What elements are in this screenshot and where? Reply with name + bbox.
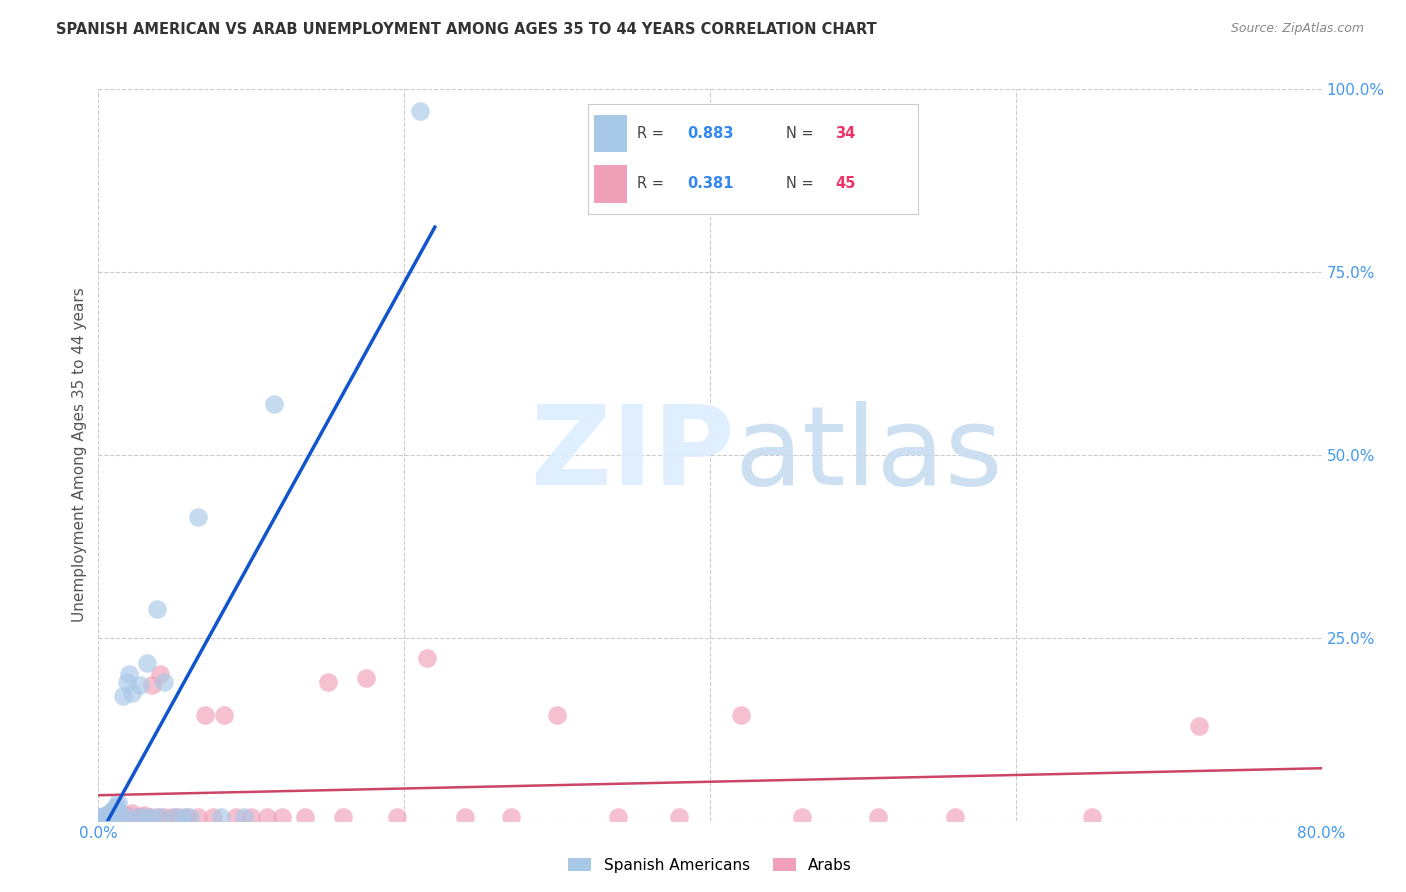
Text: atlas: atlas bbox=[734, 401, 1002, 508]
Point bbox=[103, 803, 125, 817]
Point bbox=[129, 810, 152, 824]
Point bbox=[145, 601, 167, 615]
Point bbox=[103, 807, 125, 822]
Point bbox=[149, 667, 172, 681]
Point bbox=[149, 810, 172, 824]
Point bbox=[501, 810, 523, 824]
Point bbox=[115, 810, 138, 824]
Point bbox=[546, 707, 568, 722]
Point bbox=[110, 810, 132, 824]
Point bbox=[202, 810, 225, 824]
Point bbox=[91, 809, 114, 823]
Point bbox=[240, 810, 263, 824]
Point bbox=[232, 810, 254, 824]
Point bbox=[138, 810, 160, 824]
Point bbox=[101, 810, 124, 824]
Point bbox=[141, 678, 163, 692]
Text: ZIP: ZIP bbox=[531, 401, 734, 508]
Point bbox=[263, 397, 285, 411]
Point bbox=[187, 810, 209, 824]
Point bbox=[270, 810, 292, 824]
Point bbox=[145, 810, 167, 824]
Point bbox=[943, 810, 966, 824]
Point bbox=[172, 810, 194, 824]
Legend: Spanish Americans, Arabs: Spanish Americans, Arabs bbox=[562, 852, 858, 879]
Point bbox=[209, 810, 232, 824]
Point bbox=[118, 810, 141, 824]
Point bbox=[454, 810, 477, 824]
Y-axis label: Unemployment Among Ages 35 to 44 years: Unemployment Among Ages 35 to 44 years bbox=[72, 287, 87, 623]
Point bbox=[730, 707, 752, 722]
Point bbox=[94, 810, 117, 824]
Point bbox=[868, 810, 890, 824]
Point bbox=[128, 678, 150, 692]
Point bbox=[212, 707, 235, 722]
Point bbox=[408, 104, 430, 119]
Point bbox=[105, 810, 128, 824]
Point bbox=[294, 810, 316, 824]
Point bbox=[104, 800, 127, 814]
Point bbox=[187, 510, 209, 524]
Point bbox=[111, 690, 134, 704]
Point bbox=[90, 810, 112, 824]
Point bbox=[385, 810, 408, 824]
Point bbox=[194, 707, 217, 722]
Point bbox=[98, 806, 121, 821]
Point bbox=[790, 810, 813, 824]
Point bbox=[125, 810, 148, 824]
Point bbox=[163, 810, 186, 824]
Point bbox=[416, 650, 439, 665]
Point bbox=[97, 807, 120, 822]
Point bbox=[1188, 718, 1211, 732]
Point bbox=[153, 674, 176, 689]
Point bbox=[354, 671, 377, 685]
Point bbox=[1081, 810, 1104, 824]
Point bbox=[134, 807, 156, 822]
Point bbox=[160, 810, 183, 824]
Point bbox=[100, 810, 122, 824]
Point bbox=[94, 808, 117, 822]
Point bbox=[316, 674, 339, 689]
Point bbox=[256, 810, 278, 824]
Point bbox=[110, 810, 132, 824]
Point bbox=[153, 810, 176, 824]
Text: Source: ZipAtlas.com: Source: ZipAtlas.com bbox=[1230, 22, 1364, 36]
Point bbox=[125, 810, 148, 824]
Point bbox=[176, 810, 198, 824]
Point bbox=[668, 810, 690, 824]
Point bbox=[225, 810, 247, 824]
Point bbox=[121, 806, 143, 821]
Point bbox=[121, 686, 143, 700]
Point bbox=[105, 799, 128, 814]
Point bbox=[134, 810, 156, 824]
Point bbox=[167, 810, 190, 824]
Point bbox=[332, 810, 354, 824]
Point bbox=[179, 810, 201, 824]
Point bbox=[141, 810, 163, 824]
Point bbox=[118, 667, 141, 681]
Point bbox=[115, 807, 138, 822]
Point bbox=[136, 657, 159, 671]
Text: SPANISH AMERICAN VS ARAB UNEMPLOYMENT AMONG AGES 35 TO 44 YEARS CORRELATION CHAR: SPANISH AMERICAN VS ARAB UNEMPLOYMENT AM… bbox=[56, 22, 877, 37]
Point bbox=[100, 805, 122, 819]
Point bbox=[117, 674, 139, 689]
Point bbox=[107, 796, 129, 810]
Point bbox=[607, 810, 630, 824]
Point bbox=[90, 810, 112, 824]
Point bbox=[93, 810, 115, 824]
